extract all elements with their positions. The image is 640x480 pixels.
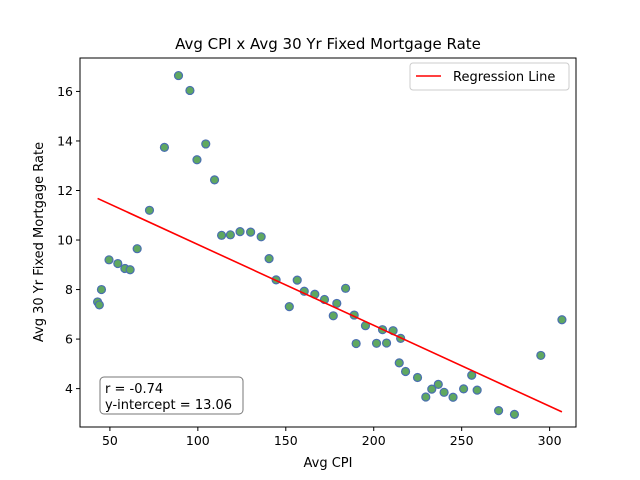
x-tick-label: 200: [362, 433, 386, 448]
data-point: [394, 358, 404, 368]
x-tick-label: 150: [274, 433, 298, 448]
y-tick-label: 16: [57, 84, 73, 99]
data-point: [144, 205, 155, 215]
legend-box: [409, 62, 570, 91]
data-point: [427, 384, 437, 394]
data-point: [225, 230, 235, 240]
data-point: [235, 227, 245, 237]
data-point: [209, 175, 220, 185]
y-tick-label: 10: [57, 233, 73, 248]
y-tick-label: 8: [65, 282, 73, 297]
data-point: [433, 379, 443, 390]
intercept-text: y-intercept = 13.06: [105, 398, 232, 413]
data-point: [113, 258, 123, 269]
data-point: [246, 227, 256, 237]
data-point: [132, 244, 142, 254]
points-layer: [92, 70, 567, 419]
data-point: [256, 232, 266, 242]
x-tick-label: 250: [450, 433, 474, 448]
data-point: [125, 265, 135, 275]
data-point: [332, 298, 342, 309]
y-tick-label: 6: [65, 332, 73, 347]
data-point: [159, 142, 170, 153]
data-point: [509, 409, 520, 419]
data-point: [472, 385, 482, 395]
x-tick-label: 300: [538, 433, 562, 448]
stats-annotation: r = -0.74 y-intercept = 13.06: [99, 376, 244, 415]
r-value-text: r = -0.74: [105, 382, 163, 397]
data-point: [216, 230, 227, 240]
y-tick-label: 14: [57, 133, 73, 148]
y-tick-label: 4: [65, 381, 73, 396]
regression-layer: [97, 197, 563, 413]
data-point: [292, 275, 302, 285]
data-point: [494, 406, 504, 416]
x-tick-label: 50: [102, 433, 118, 448]
y-axis-label: Avg 30 Yr Fixed Mortgage Rate: [32, 142, 47, 342]
data-point: [328, 311, 338, 321]
data-point: [173, 70, 184, 81]
data-point: [421, 392, 431, 402]
data-point: [284, 302, 294, 312]
data-point: [264, 253, 274, 264]
data-point: [94, 300, 104, 310]
legend-label-regression: Regression Line: [453, 70, 555, 85]
data-point: [185, 85, 195, 96]
data-point: [201, 139, 211, 149]
x-axis-label: Avg CPI: [304, 456, 353, 471]
data-point: [557, 315, 567, 325]
regression-line: [97, 197, 563, 413]
data-point: [448, 392, 458, 402]
data-point: [96, 284, 107, 295]
x-axis: 50 100 150 200 250 300: [102, 427, 562, 448]
plot-frame: [79, 57, 577, 428]
data-point: [536, 350, 546, 361]
data-point: [340, 283, 351, 293]
chart-title: Avg CPI x Avg 30 Yr Fixed Mortgage Rate: [175, 35, 481, 53]
data-point: [192, 155, 202, 165]
data-point: [104, 255, 114, 265]
stats-box: [99, 376, 244, 415]
data-point: [400, 366, 411, 377]
x-tick-label: 100: [186, 433, 210, 448]
legend: Regression Line: [409, 62, 570, 91]
data-point: [412, 372, 423, 383]
data-point: [459, 384, 469, 394]
data-point: [439, 387, 449, 397]
y-tick-label: 12: [57, 183, 73, 198]
data-point: [381, 338, 392, 348]
y-axis: 4 6 8 10 12 14 16: [57, 84, 80, 396]
data-point: [371, 338, 382, 348]
data-point: [351, 338, 361, 349]
